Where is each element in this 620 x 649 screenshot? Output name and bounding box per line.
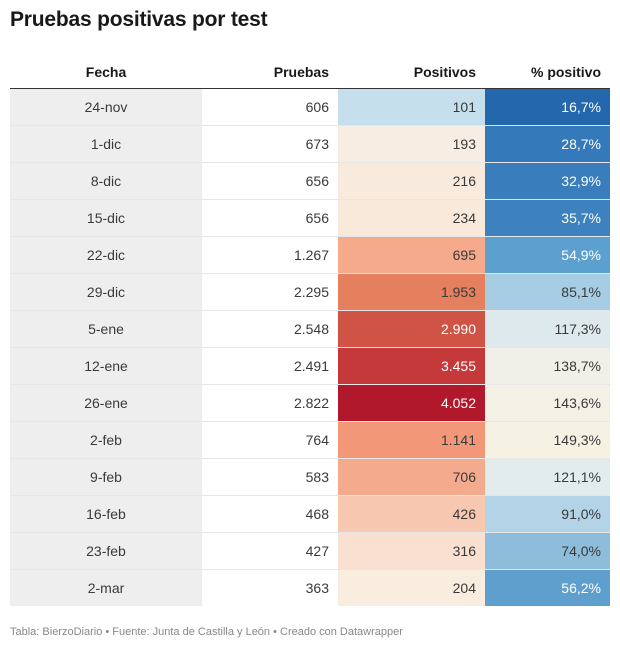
table-row: 29-dic 2.295 1.953 85,1% — [10, 273, 610, 311]
cell-pruebas: 673 — [202, 125, 338, 163]
cell-pct-positivo: 143,6% — [485, 384, 610, 422]
cell-fecha: 29-dic — [10, 273, 202, 311]
cell-fecha: 12-ene — [10, 347, 202, 385]
cell-pct-positivo: 121,1% — [485, 458, 610, 496]
cell-pruebas: 427 — [202, 532, 338, 570]
table-row: 24-nov 606 101 16,7% — [10, 88, 610, 126]
cell-positivos: 1.141 — [338, 421, 485, 459]
cell-pruebas: 656 — [202, 199, 338, 237]
table-body: 24-nov 606 101 16,7% 1-dic 673 193 28,7% 8-dic 65… — [10, 88, 610, 606]
cell-pct-positivo: 56,2% — [485, 569, 610, 606]
cell-pruebas: 583 — [202, 458, 338, 496]
cell-fecha: 5-ene — [10, 310, 202, 348]
table-row: 8-dic 656 216 32,9% — [10, 162, 610, 200]
cell-pruebas: 764 — [202, 421, 338, 459]
cell-pruebas: 2.548 — [202, 310, 338, 348]
column-header-fecha[interactable]: Fecha — [10, 55, 202, 89]
table-row: 5-ene 2.548 2.990 117,3% — [10, 310, 610, 348]
cell-positivos: 1.953 — [338, 273, 485, 311]
column-header-pruebas[interactable]: Pruebas — [202, 55, 338, 89]
cell-fecha: 2-feb — [10, 421, 202, 459]
cell-positivos: 695 — [338, 236, 485, 274]
cell-pruebas: 2.491 — [202, 347, 338, 385]
cell-fecha: 2-mar — [10, 569, 202, 606]
cell-pct-positivo: 85,1% — [485, 273, 610, 311]
cell-fecha: 16-feb — [10, 495, 202, 533]
cell-pct-positivo: 28,7% — [485, 125, 610, 163]
cell-positivos: 426 — [338, 495, 485, 533]
column-header-pct-positivo[interactable]: % positivo — [485, 55, 610, 89]
table-row: 9-feb 583 706 121,1% — [10, 458, 610, 496]
cell-pct-positivo: 149,3% — [485, 421, 610, 459]
cell-fecha: 24-nov — [10, 88, 202, 126]
table-row: 26-ene 2.822 4.052 143,6% — [10, 384, 610, 422]
cell-pct-positivo: 117,3% — [485, 310, 610, 348]
cell-positivos: 234 — [338, 199, 485, 237]
chart-title: Pruebas positivas por test — [10, 8, 268, 31]
cell-pct-positivo: 54,9% — [485, 236, 610, 274]
cell-fecha: 1-dic — [10, 125, 202, 163]
table-row: 15-dic 656 234 35,7% — [10, 199, 610, 237]
cell-pct-positivo: 91,0% — [485, 495, 610, 533]
cell-pruebas: 656 — [202, 162, 338, 200]
cell-fecha: 8-dic — [10, 162, 202, 200]
data-table: Fecha Pruebas Positivos % positivo 24-no… — [10, 55, 610, 606]
cell-pct-positivo: 16,7% — [485, 88, 610, 126]
cell-positivos: 4.052 — [338, 384, 485, 422]
cell-positivos: 204 — [338, 569, 485, 606]
cell-positivos: 706 — [338, 458, 485, 496]
cell-fecha: 15-dic — [10, 199, 202, 237]
cell-fecha: 23-feb — [10, 532, 202, 570]
cell-positivos: 2.990 — [338, 310, 485, 348]
table-row: 1-dic 673 193 28,7% — [10, 125, 610, 163]
cell-positivos: 216 — [338, 162, 485, 200]
cell-pruebas: 1.267 — [202, 236, 338, 274]
cell-pruebas: 363 — [305, 580, 329, 596]
table-row: 12-ene 2.491 3.455 138,7% — [10, 347, 610, 385]
cell-pct-positivo: 74,0% — [485, 532, 610, 570]
table-row: 22-dic 1.267 695 54,9% — [10, 236, 610, 274]
cell-positivos: 3.455 — [338, 347, 485, 385]
cell-pruebas: 468 — [202, 495, 338, 533]
cell-pruebas: 606 — [202, 88, 338, 126]
column-header-positivos[interactable]: Positivos — [338, 55, 485, 89]
cell-fecha: 26-ene — [10, 384, 202, 422]
cell-positivos: 316 — [338, 532, 485, 570]
table-row: 2-mar 363 204 56,2% — [10, 569, 610, 606]
cell-positivos: 101 — [338, 88, 485, 126]
cell-fecha: 22-dic — [10, 236, 202, 274]
source-footer: Tabla: BierzoDiario • Fuente: Junta de C… — [10, 626, 403, 638]
cell-pct-positivo: 138,7% — [485, 347, 610, 385]
cell-pruebas: 2.822 — [202, 384, 338, 422]
cell-positivos: 193 — [338, 125, 485, 163]
table-row: 2-feb 764 1.141 149,3% — [10, 421, 610, 459]
cell-fecha: 9-feb — [10, 458, 202, 496]
cell-pruebas: 2.295 — [202, 273, 338, 311]
table-row: 23-feb 427 316 74,0% — [10, 532, 610, 570]
cell-pct-positivo: 35,7% — [485, 199, 610, 237]
header-row: Fecha Pruebas Positivos % positivo — [10, 55, 610, 89]
table-row: 16-feb 468 426 91,0% — [10, 495, 610, 533]
cell-pct-positivo: 32,9% — [485, 162, 610, 200]
